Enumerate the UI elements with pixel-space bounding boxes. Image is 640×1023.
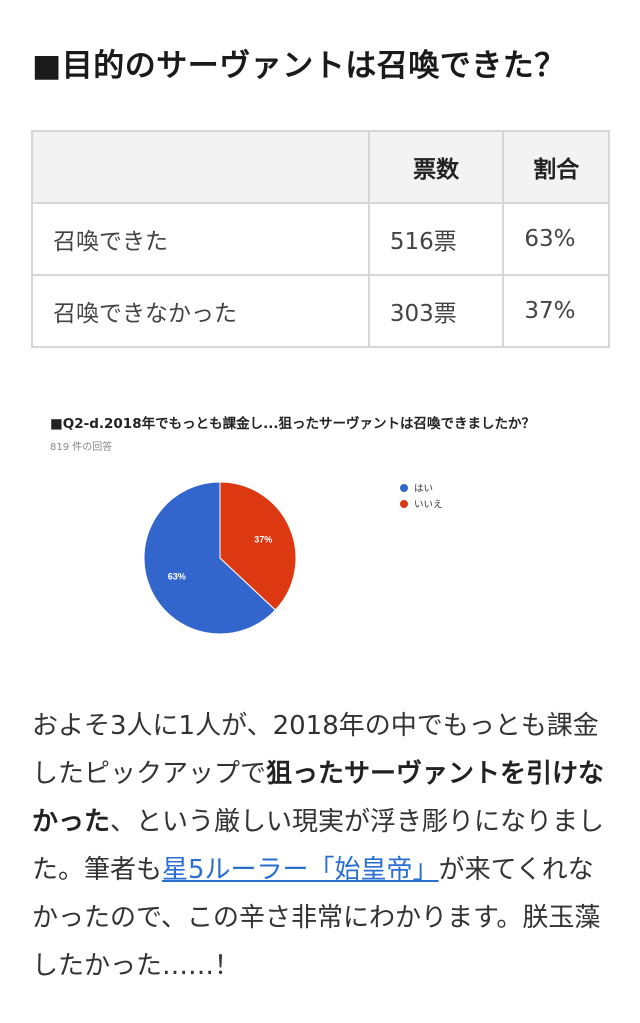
- table-cell-votes: 303票: [367, 274, 505, 348]
- table-header-empty: [31, 130, 370, 204]
- chart-subtitle: 819 件の回答: [50, 442, 113, 453]
- article-paragraph: およそ3人に1人が、2018年の中でもっとも課金したピックアップで狙ったサーヴァ…: [32, 702, 610, 990]
- table-cell-label: 召喚できた: [31, 202, 370, 276]
- legend-label-0: はい: [414, 484, 433, 495]
- pie-slice-label-1: 37%: [254, 534, 272, 544]
- paragraph-text-1: およそ3人に1人が、2018年の中でもっとも課金したピックアップで: [32, 711, 599, 789]
- section-heading: ■目的のサーヴァントは召喚できた？: [32, 48, 566, 84]
- pie-slice-label-0: 63%: [168, 572, 186, 582]
- table-cell-ratio: 63%: [502, 202, 610, 276]
- pie-chart-card: 63% 37% はいいいえ ■Q2-d.2018年でもっとも課金し...狙ったサーヴ…: [38, 402, 608, 662]
- table-row: 召喚できた 516票 63%: [31, 202, 610, 276]
- table-row: 召喚できなかった 303票 37%: [31, 274, 610, 348]
- legend-swatch-0: [400, 484, 408, 492]
- summon-result-table: 票数 割合 召喚できた 516票 63% 召喚できなかった 303票 37%: [31, 130, 610, 348]
- servant-link[interactable]: 星5ルーラー「始皇帝」: [162, 855, 439, 885]
- pie-slice-0: [143, 481, 277, 635]
- table-header-ratio: 割合: [502, 130, 610, 204]
- paragraph-text-3: が来てくれなかったので、この辛さ非常にわかります。朕玉藻したかった……！: [32, 855, 601, 981]
- table-cell-votes: 516票: [367, 202, 505, 276]
- chart-title: ■Q2-d.2018年でもっとも課金し...狙ったサーヴァントは召喚できましたか…: [50, 416, 535, 432]
- legend-swatch-1: [400, 500, 408, 508]
- table-header-row: 票数 割合: [31, 130, 610, 204]
- table-cell-label: 召喚できなかった: [31, 274, 370, 348]
- table-header-votes: 票数: [367, 130, 505, 204]
- legend-label-1: いいえ: [414, 500, 443, 511]
- paragraph-text-2: 、という厳しい現実が浮き彫りになりました。筆者も: [32, 807, 605, 885]
- paragraph-emphasis: 狙ったサーヴァントを引けなかった: [32, 759, 605, 837]
- pie-slice-1: [219, 481, 297, 611]
- table-cell-ratio: 37%: [502, 274, 610, 348]
